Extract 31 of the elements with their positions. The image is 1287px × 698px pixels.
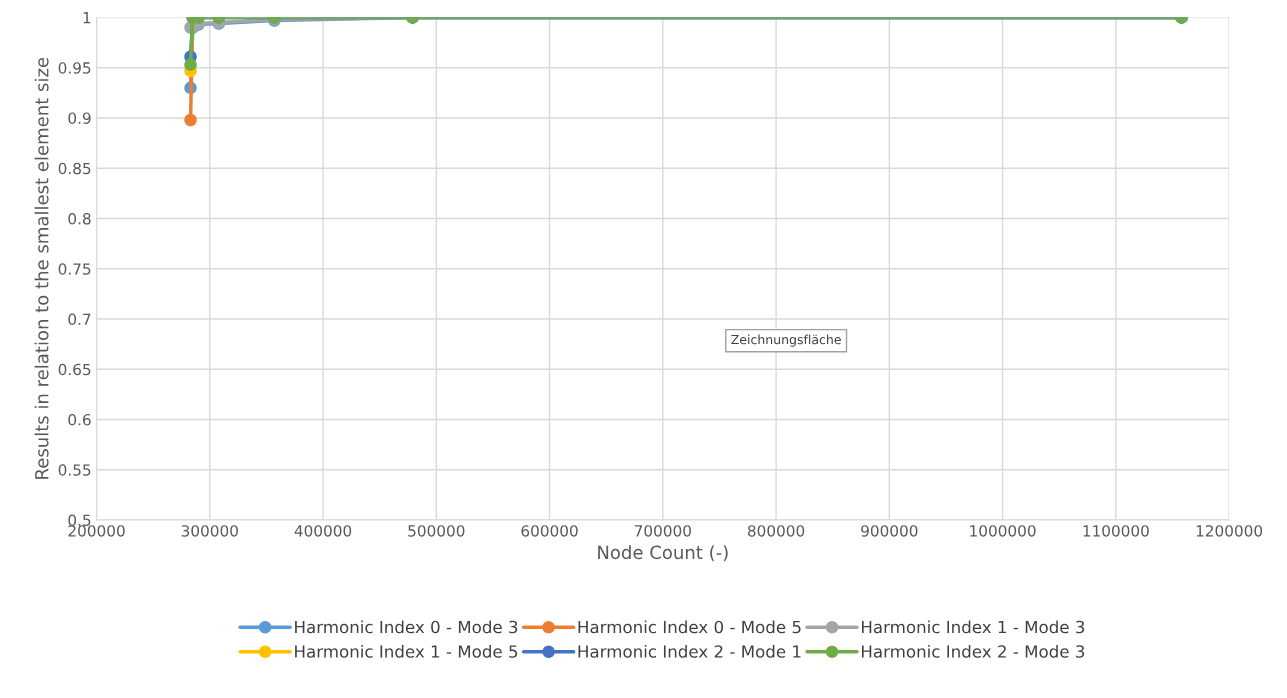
x-tick-label: 900000 [861,525,918,537]
x-tick-label: 1100000 [1083,525,1149,537]
annotation: Zeichnungsfläche [731,334,841,347]
x-tick-label: 1000000 [970,525,1036,537]
legend-label: Harmonic Index 2 - Mode 1 [578,644,801,658]
legend-label: Harmonic Index 1 - Mode 3 [861,620,1085,634]
y-tick-label: 0.85 [58,162,91,175]
x-tick-label: 500000 [408,525,465,537]
x-tick-label: 700000 [634,525,691,537]
y-tick-label: 0.75 [58,263,91,275]
legend-label: Harmonic Index 1 - Mode 5 [295,644,518,658]
x-tick-label: 300000 [181,525,238,537]
legend-label: Harmonic Index 0 - Mode 3 [295,620,518,634]
y-tick-label: 1 [83,12,91,24]
x-tick-label: 1200000 [1196,525,1263,537]
x-tick-label: 800000 [747,525,805,537]
legend-label: Harmonic Index 2 - Mode 3 [861,644,1085,658]
y-tick-label: 0.7 [68,313,91,326]
y-tick-label: 0.9 [68,112,91,124]
y-axis-title: Results in relation to the smallest element size [34,57,49,479]
x-axis-title: Node Count (-) [598,545,728,562]
y-tick-label: 0.5 [68,514,91,527]
y-tick-label: 0.8 [68,212,91,225]
legend-label: Harmonic Index 0 - Mode 5 [578,620,801,634]
y-tick-label: 0.65 [58,363,91,376]
x-tick-label: 600000 [521,525,578,537]
x-tick-label: 400000 [294,525,352,537]
y-tick-label: 0.55 [58,464,91,476]
x-tick-label: 200000 [68,525,125,537]
y-tick-label: 0.95 [58,62,91,74]
y-tick-label: 0.6 [68,413,91,426]
